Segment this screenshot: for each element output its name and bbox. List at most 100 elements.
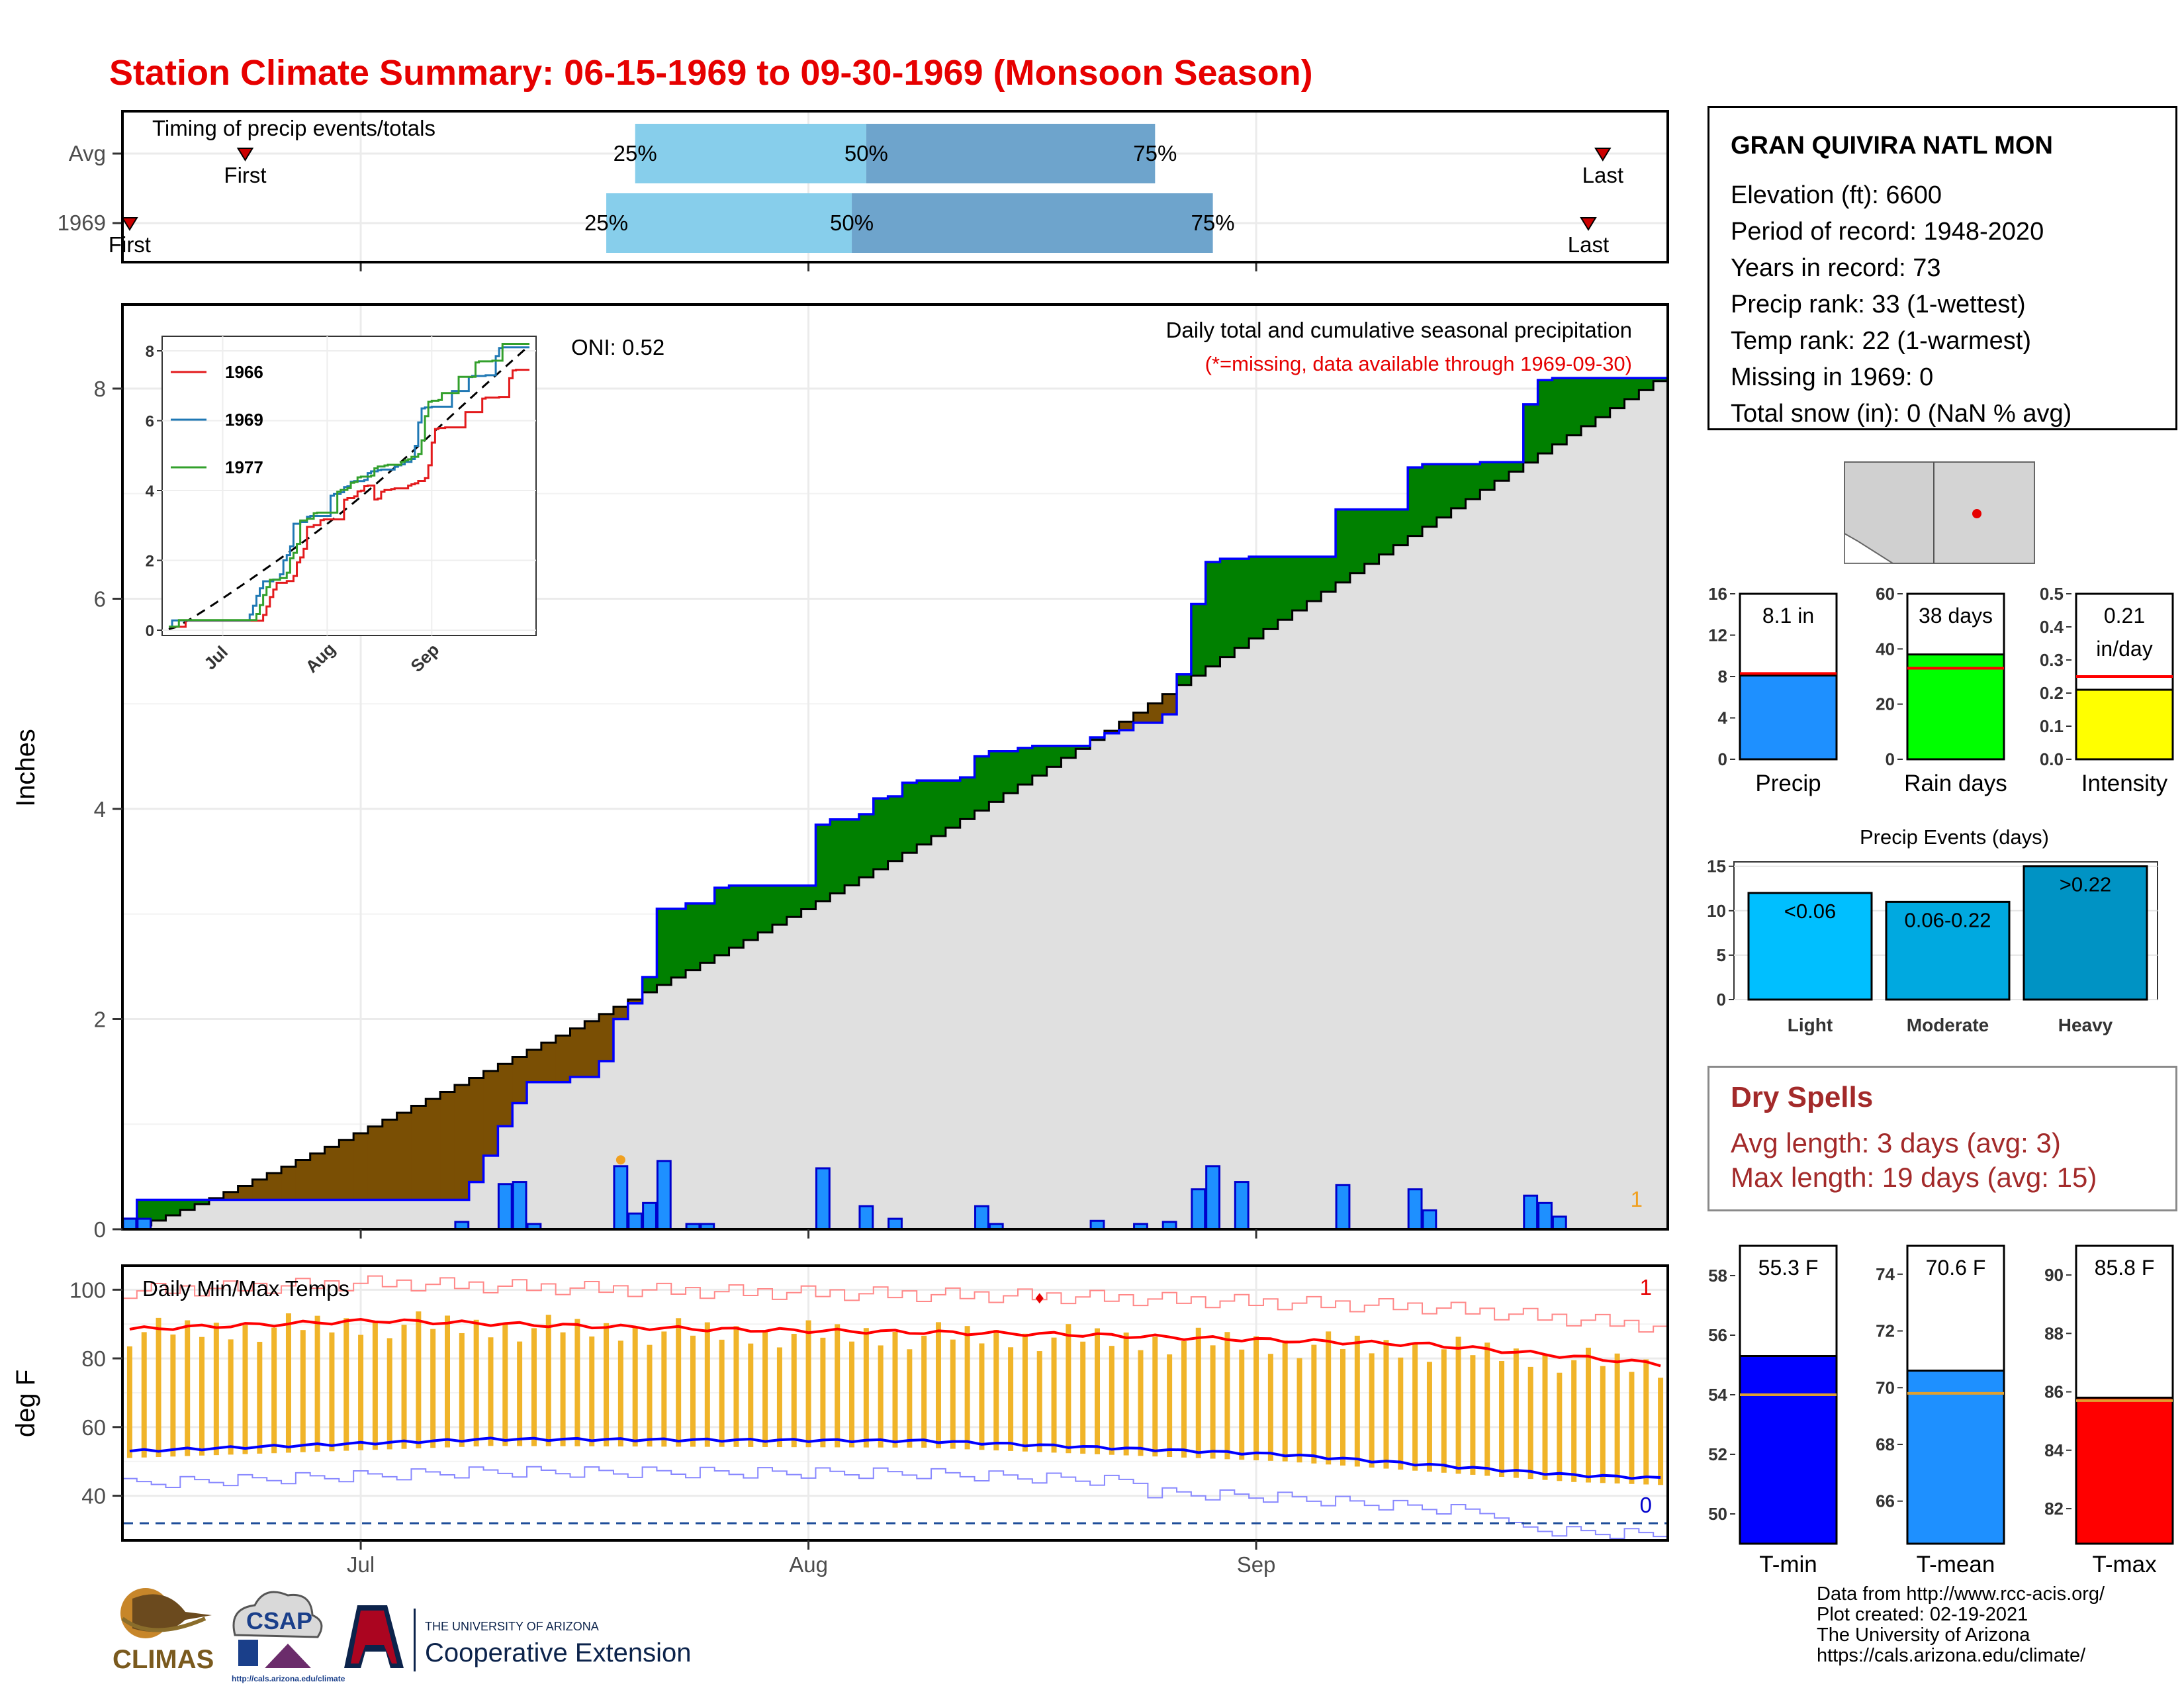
daily-temp-bar: [185, 1320, 191, 1456]
station-info-row: Total snow (in): 0 (NaN % avg): [1731, 400, 2072, 428]
daily-temp-bar: [1311, 1344, 1317, 1464]
daily-temp-bar: [776, 1347, 782, 1448]
temp-chart-title: Daily Min/Max Temps: [142, 1276, 349, 1301]
station-location-map: [1844, 461, 2035, 564]
above-avg-fill: [1393, 509, 1408, 545]
below-avg-fill: [483, 1070, 498, 1156]
stat-category-label: Rain days: [1904, 771, 2007, 796]
stat-y-tick-label: 12: [1708, 626, 1727, 645]
station-info-row: Elevation (ft): 6600: [1731, 181, 1942, 209]
daily-temp-bar: [1369, 1353, 1375, 1468]
daily-temp-bar: [170, 1335, 176, 1457]
daily-temp-bar: [560, 1332, 566, 1446]
above-avg-fill: [1061, 745, 1076, 758]
stat-bar: [2075, 1396, 2174, 1545]
precip-y-tick-label: 0: [94, 1217, 106, 1242]
timing-title: Timing of precip events/totals: [152, 116, 435, 140]
below-avg-fill: [411, 1105, 426, 1200]
daily-temp-bar: [1426, 1362, 1432, 1472]
daily-temp-bar: [358, 1335, 364, 1450]
daily-temp-bar: [1441, 1349, 1447, 1473]
daily-temp-bar: [1066, 1324, 1071, 1454]
above-avg-fill: [974, 756, 989, 811]
climas-logo: CLIMAS: [113, 1588, 214, 1674]
daily-precip-bar: [1537, 1201, 1553, 1231]
daily-temp-bar: [1095, 1328, 1101, 1454]
freeze-count-label: 0: [1640, 1493, 1652, 1517]
below-avg-fill: [1133, 712, 1148, 723]
temp-panel: Daily Min/Max Temps 1 0 deg F 40 60 80 100 J…: [11, 1264, 1669, 1577]
precip-y-axis-label: Inches: [11, 729, 40, 807]
events-y-tick-label: 10: [1707, 901, 1726, 921]
daily-temp-bar: [1614, 1353, 1620, 1484]
daily-temp-bar: [1398, 1357, 1404, 1470]
daily-temp-bar: [979, 1343, 985, 1450]
daily-temp-bar: [1542, 1354, 1548, 1480]
daily-temp-bar: [1585, 1347, 1591, 1483]
below-avg-fill: [339, 1140, 354, 1200]
stat-y-tick-label: 0: [1718, 749, 1727, 769]
above-avg-fill: [1191, 604, 1206, 676]
above-avg-fill: [844, 819, 860, 886]
above-avg-fill: [1205, 561, 1221, 667]
stat-y-tick-label: 84: [2044, 1440, 2064, 1460]
below-avg-fill: [310, 1153, 326, 1200]
above-avg-fill: [1177, 674, 1192, 685]
above-avg-fill: [758, 885, 773, 933]
daily-temp-bar: [199, 1336, 205, 1456]
quartile-label: 75%: [1133, 141, 1177, 165]
above-avg-fill: [700, 903, 715, 963]
daily-temp-bar: [126, 1346, 132, 1458]
precip-y-tick-label: 8: [94, 377, 106, 401]
above-avg-fill: [151, 1199, 167, 1221]
events-category-label: Light: [1788, 1015, 1833, 1035]
quartile-label: 25%: [614, 141, 657, 165]
last-event-label: Last: [1568, 232, 1609, 257]
daily-temp-bar: [1455, 1336, 1461, 1474]
above-avg-fill: [917, 780, 932, 845]
below-avg-fill: [599, 1013, 614, 1061]
daily-temp-bar: [1138, 1350, 1144, 1456]
inset-legend-label: 1969: [225, 410, 263, 430]
timing-row-label: Avg: [69, 141, 106, 165]
temp-stat-charts: 50 52 54 56 58 55.3 F T-min 66 68 70 72 74 70.6 F T-m…: [1708, 1244, 2177, 1577]
daily-temp-bar: [1297, 1358, 1302, 1463]
daily-precip-bar: [974, 1205, 989, 1231]
above-avg-fill: [873, 798, 889, 870]
daily-temp-bar: [1412, 1344, 1418, 1471]
daily-temp-bar: [285, 1313, 291, 1453]
daily-temp-bar: [762, 1330, 768, 1447]
daily-temp-bar: [676, 1318, 682, 1447]
events-y-tick-label: 0: [1717, 990, 1726, 1009]
above-avg-fill: [1032, 745, 1048, 776]
stat-y-tick-label: 68: [1876, 1434, 1895, 1454]
daily-temp-bar: [617, 1340, 623, 1447]
above-avg-fill: [1523, 404, 1539, 463]
daily-temp-bar: [733, 1326, 739, 1447]
station-info-row: Period of record: 1948-2020: [1731, 218, 2044, 246]
daily-temp-bar: [242, 1325, 248, 1454]
stat-y-tick-label: 56: [1708, 1325, 1727, 1345]
daily-precip-bar: [1523, 1194, 1539, 1231]
above-avg-fill: [1234, 559, 1250, 648]
stat-y-tick-label: 58: [1708, 1266, 1727, 1286]
daily-temp-bar: [1224, 1332, 1230, 1460]
above-avg-fill: [1249, 557, 1264, 639]
above-avg-fill: [180, 1199, 195, 1210]
daily-temp-bar: [993, 1330, 999, 1451]
daily-precip-bar: [815, 1167, 831, 1231]
daily-temp-bar: [1557, 1372, 1563, 1481]
stat-y-tick-label: 66: [1876, 1491, 1895, 1511]
above-avg-fill: [1581, 378, 1596, 426]
below-avg-fill: [353, 1133, 369, 1200]
quartile-label: 25%: [584, 211, 628, 235]
above-avg-fill: [743, 885, 758, 941]
daily-precip-bar: [1191, 1188, 1206, 1231]
above-avg-fill: [960, 777, 976, 820]
stat-y-tick-label: 0.1: [2040, 716, 2064, 736]
below-avg-fill: [295, 1160, 311, 1200]
daily-temp-bar: [1152, 1336, 1158, 1457]
daily-temp-bar: [545, 1315, 551, 1446]
